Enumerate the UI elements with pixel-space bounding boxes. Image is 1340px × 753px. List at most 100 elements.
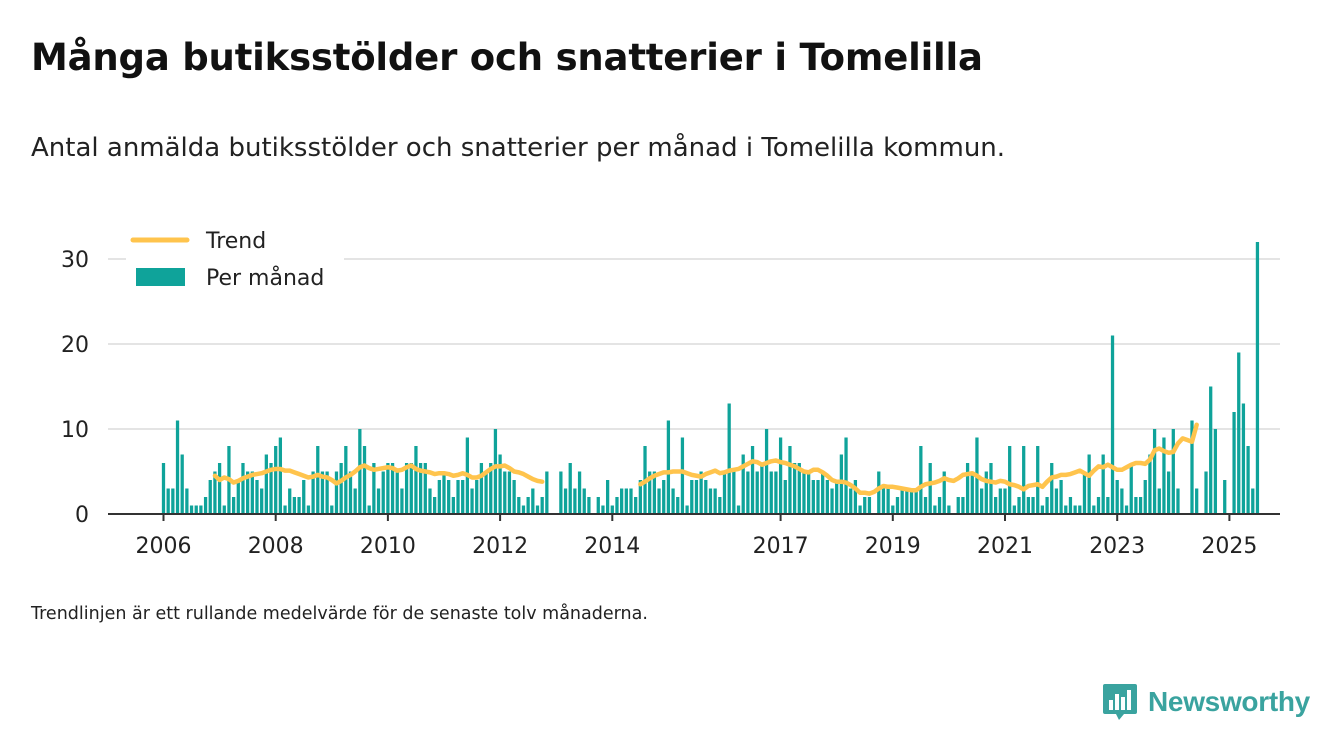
bar [180, 454, 184, 514]
y-tick-label: 20 [61, 333, 89, 358]
bar [620, 488, 624, 514]
bar [475, 480, 479, 514]
bar [587, 497, 591, 514]
trend-line [638, 422, 1199, 496]
legend-bar-swatch [136, 268, 185, 286]
bar [269, 463, 273, 514]
bar [1134, 497, 1138, 514]
bar [278, 437, 283, 514]
bar [423, 463, 427, 514]
bar [189, 505, 194, 514]
bar [816, 480, 820, 514]
x-tick-label: 2019 [865, 534, 921, 559]
bar [877, 471, 881, 514]
bar [652, 471, 657, 514]
bar [863, 497, 867, 514]
bar [563, 488, 568, 514]
newsworthy-logo-icon [1103, 684, 1137, 720]
bar [274, 446, 278, 514]
bar [905, 488, 909, 514]
bar [1195, 488, 1199, 514]
bar [1251, 488, 1255, 514]
bar [849, 488, 853, 514]
x-axis: 2006 2008 2010 2012 2014 2017 2019 2021 2023 2025 [108, 513, 1280, 559]
bar [928, 463, 932, 514]
bar [1040, 505, 1045, 514]
bar [339, 463, 343, 514]
bar [685, 505, 689, 514]
bar [1022, 446, 1026, 514]
bar [521, 505, 526, 514]
bar [236, 480, 240, 514]
bar [409, 463, 413, 514]
bar [610, 505, 614, 514]
bar [713, 488, 717, 514]
bar [648, 471, 652, 514]
bar [694, 480, 699, 514]
bar [451, 497, 455, 514]
x-tick-label: 2023 [1089, 534, 1145, 559]
bar [1204, 471, 1208, 514]
bar [792, 463, 797, 514]
bar [428, 488, 432, 514]
bar [1026, 497, 1031, 514]
bar [657, 488, 661, 514]
bar [1045, 497, 1049, 514]
bar [629, 488, 633, 514]
bar [965, 463, 970, 514]
bar [1246, 446, 1250, 514]
bar [844, 437, 848, 514]
bar [764, 429, 769, 514]
bar [334, 471, 339, 514]
bar [732, 471, 736, 514]
y-axis: 0 10 20 30 [61, 248, 89, 528]
bar [1241, 403, 1246, 514]
bar [1176, 488, 1180, 514]
bar [835, 480, 839, 514]
bar [395, 471, 399, 514]
bar [1068, 497, 1073, 514]
bar [1162, 437, 1166, 514]
footnote: Trendlinjen är ett rullande medelvärde f… [31, 604, 648, 624]
bar [1237, 352, 1241, 514]
y-tick-label: 0 [75, 503, 89, 528]
bar [900, 488, 904, 514]
bar [316, 446, 320, 514]
bar [540, 497, 544, 514]
bar [942, 471, 946, 514]
bar [479, 463, 484, 514]
bar [825, 480, 829, 514]
bar [1138, 497, 1143, 514]
bar [858, 505, 862, 514]
bar [1087, 454, 1091, 514]
bar [573, 488, 577, 514]
bar [185, 488, 189, 514]
bar [1054, 488, 1059, 514]
bar [255, 480, 259, 514]
bar [807, 471, 811, 514]
bar [559, 471, 563, 514]
bar [755, 471, 759, 514]
bar [1031, 497, 1035, 514]
x-tick-label: 2014 [584, 534, 640, 559]
bar [353, 488, 357, 514]
bar [1078, 505, 1082, 514]
x-tick-label: 2008 [248, 534, 304, 559]
bar [1209, 386, 1213, 514]
bar [503, 471, 507, 514]
bar [381, 471, 385, 514]
bar [867, 497, 872, 514]
bar [231, 497, 236, 514]
bar [601, 505, 605, 514]
bar [994, 497, 998, 514]
bar [830, 488, 834, 514]
bar [984, 471, 988, 514]
bar [750, 446, 755, 514]
bar [774, 471, 778, 514]
bar [203, 497, 208, 514]
newsworthy-brand[interactable]: Newsworthy [1102, 682, 1310, 722]
bar [605, 480, 610, 514]
bar [531, 488, 535, 514]
bar [199, 505, 203, 514]
bar [970, 471, 974, 514]
